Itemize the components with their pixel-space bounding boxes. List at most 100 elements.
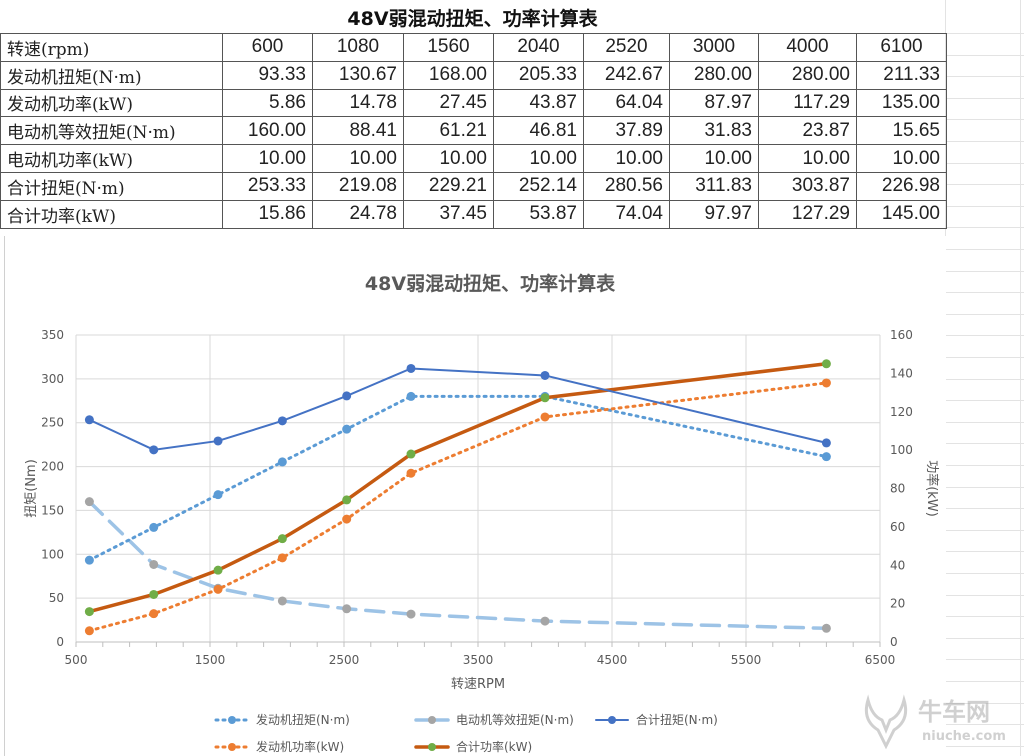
data-point[interactable] — [342, 495, 352, 505]
table-cell: 43.87 — [493, 88, 584, 118]
data-point[interactable] — [406, 363, 416, 373]
data-point[interactable] — [277, 457, 287, 467]
table-cell: 37.89 — [583, 116, 670, 146]
table-cell: 280.00 — [669, 60, 759, 90]
y-tick-label: 250 — [41, 416, 64, 430]
data-point[interactable] — [277, 553, 287, 563]
calc-table: 转速(rpm) 600 1080 1560 2040 2520 3000 4000 6100 发动… — [0, 33, 947, 229]
table-row: 发动机扭矩(N·m) 93.33 130.67 168.00 205.33 242.67 2… — [0, 60, 947, 90]
y2-tick-label: 100 — [890, 443, 913, 457]
row-label: 转速(rpm) — [0, 33, 223, 62]
legend-item[interactable]: 电动机等效扭矩(N·m) — [414, 711, 574, 728]
table-cell: 229.21 — [403, 171, 494, 201]
legend-item[interactable]: 发动机扭矩(N·m) — [214, 711, 350, 728]
table-cell: 3000 — [669, 33, 759, 62]
data-point[interactable] — [540, 393, 550, 403]
watermark-brand: 牛车网 — [918, 698, 990, 726]
table-cell: 10.00 — [403, 144, 494, 173]
x-tick-label: 5500 — [731, 653, 762, 667]
table-cell: 127.29 — [758, 199, 857, 229]
table-cell: 145.00 — [856, 199, 947, 229]
data-point[interactable] — [821, 438, 831, 448]
data-point[interactable] — [277, 596, 287, 606]
data-point[interactable] — [213, 565, 223, 575]
data-point[interactable] — [342, 514, 352, 524]
legend-label: 电动机等效扭矩(N·m) — [456, 713, 574, 727]
y2-tick-label: 60 — [890, 520, 905, 534]
data-point[interactable] — [406, 391, 416, 401]
data-point[interactable] — [84, 555, 94, 565]
legend-item[interactable]: 合计扭矩(N·m) — [594, 711, 718, 728]
table-cell: 117.29 — [758, 88, 857, 118]
table-cell: 600 — [222, 33, 313, 62]
data-point[interactable] — [342, 604, 352, 614]
row-label: 电动机功率(kW) — [0, 144, 223, 173]
data-point[interactable] — [149, 589, 159, 599]
data-point[interactable] — [540, 370, 550, 380]
table-cell: 4000 — [758, 33, 857, 62]
y2-tick-label: 160 — [890, 328, 913, 342]
table-cell: 15.86 — [222, 199, 313, 229]
row-label: 发动机功率(kW) — [0, 88, 223, 118]
table-cell: 97.97 — [669, 199, 759, 229]
data-point[interactable] — [277, 416, 287, 426]
y2-tick-label: 0 — [890, 635, 898, 649]
data-point[interactable] — [149, 609, 159, 619]
data-point[interactable] — [149, 522, 159, 532]
y-tick-label: 100 — [41, 547, 64, 561]
legend-item[interactable]: 发动机功率(kW) — [214, 738, 344, 755]
data-point[interactable] — [821, 359, 831, 369]
watermark-site: niuche.com — [922, 729, 1006, 744]
legend-marker-icon — [214, 742, 250, 751]
table-cell: 31.83 — [669, 116, 759, 146]
x-axis-label: 转速RPM — [451, 677, 505, 692]
data-point[interactable] — [342, 424, 352, 434]
data-point[interactable] — [821, 452, 831, 462]
data-point[interactable] — [540, 412, 550, 422]
data-point[interactable] — [84, 497, 94, 507]
table-cell: 10.00 — [493, 144, 584, 173]
data-point[interactable] — [213, 436, 223, 446]
table-cell: 253.33 — [222, 171, 313, 201]
data-point[interactable] — [821, 623, 831, 633]
table-cell: 10.00 — [856, 144, 947, 173]
table-cell: 168.00 — [403, 60, 494, 90]
table-cell: 1080 — [312, 33, 404, 62]
table-cell: 53.87 — [493, 199, 584, 229]
watermark-logo: 牛车网 niuche.com — [860, 690, 1020, 752]
data-point[interactable] — [821, 378, 831, 388]
data-point[interactable] — [149, 445, 159, 455]
table-cell: 10.00 — [222, 144, 313, 173]
data-point[interactable] — [277, 534, 287, 544]
table-cell: 219.08 — [312, 171, 404, 201]
x-tick-label: 500 — [65, 653, 88, 667]
data-point[interactable] — [213, 584, 223, 594]
y-tick-label: 350 — [41, 328, 64, 342]
data-point[interactable] — [406, 468, 416, 478]
data-point[interactable] — [342, 391, 352, 401]
table-cell: 88.41 — [312, 116, 404, 146]
data-point[interactable] — [406, 449, 416, 459]
chart[interactable]: 48V弱混动扭矩、功率计算表 0 50 100 150 200 250 300 350 0 20 40… — [4, 236, 946, 756]
y-tick-label: 200 — [41, 460, 64, 474]
data-point[interactable] — [406, 609, 416, 619]
data-point[interactable] — [213, 490, 223, 500]
y2-tick-label: 120 — [890, 405, 913, 419]
y2-tick-label: 20 — [890, 597, 905, 611]
x-tick-label: 2500 — [329, 653, 360, 667]
table-cell: 242.67 — [583, 60, 670, 90]
table-cell: 2040 — [493, 33, 584, 62]
table-cell: 135.00 — [856, 88, 947, 118]
data-point[interactable] — [84, 626, 94, 636]
data-point[interactable] — [84, 607, 94, 617]
y2-tick-label: 140 — [890, 366, 913, 380]
row-label: 发动机扭矩(N·m) — [0, 60, 223, 90]
legend-marker-icon — [414, 715, 450, 724]
y2-tick-label: 80 — [890, 482, 905, 496]
data-point[interactable] — [540, 616, 550, 626]
data-point[interactable] — [84, 415, 94, 425]
y-tick-label: 50 — [49, 591, 64, 605]
table-cell: 15.65 — [856, 116, 947, 146]
legend-item[interactable]: 合计功率(kW) — [414, 738, 532, 755]
data-point[interactable] — [149, 559, 159, 569]
